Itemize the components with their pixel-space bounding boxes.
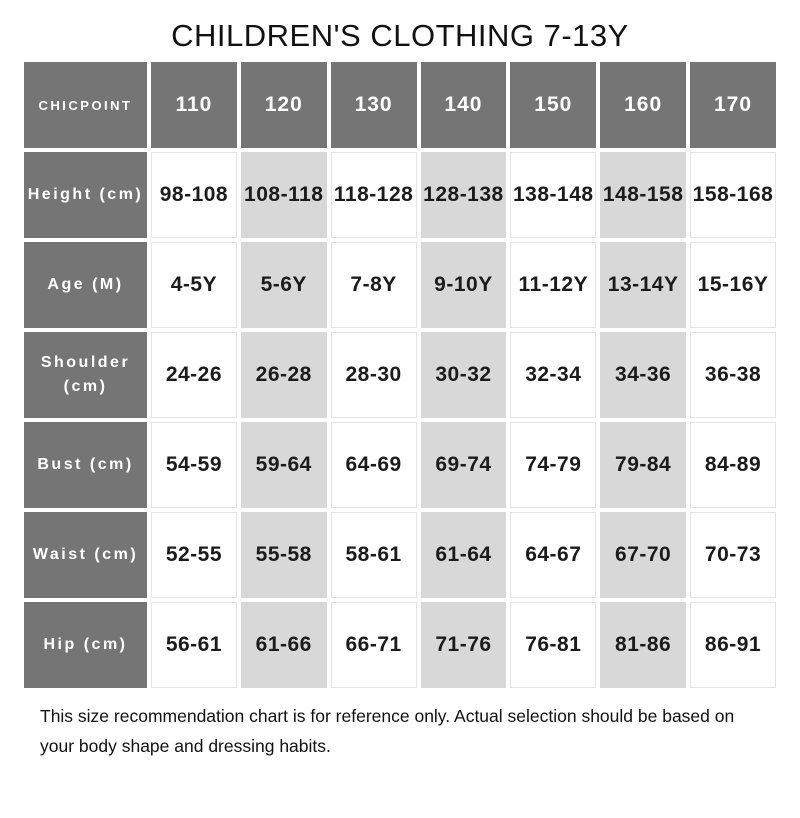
- measurement-cell: 54-59: [151, 422, 237, 508]
- size-column-header-120: 120: [240, 62, 327, 148]
- size-chart-body: Height (cm) 98-108 108-118 118-128 128-138 13…: [24, 152, 776, 688]
- measurement-row: Shoulder (cm) 24-26 26-28 28-30 30-32 32-34 34…: [24, 332, 776, 418]
- measurement-cell: 52-55: [151, 512, 237, 598]
- measurement-cell: 59-64: [240, 422, 327, 508]
- row-label-cell: Bust (cm): [24, 422, 147, 508]
- page-title: CHILDREN'S CLOTHING 7-13Y: [171, 18, 629, 53]
- measurement-cell: 67-70: [600, 512, 687, 598]
- measurement-cell: 7-8Y: [330, 242, 417, 328]
- measurement-row: Age (M) 4-5Y 5-6Y 7-8Y 9-10Y 11-12Y 13-14Y 15-1…: [24, 242, 776, 328]
- measurement-cell: 26-28: [240, 332, 327, 418]
- measurement-cell: 4-5Y: [151, 242, 237, 328]
- measurement-cell: 138-148: [510, 152, 597, 238]
- measurement-cell: 108-118: [240, 152, 327, 238]
- measurement-cell: 56-61: [151, 602, 237, 688]
- measurement-cell: 118-128: [330, 152, 417, 238]
- measurement-cell: 158-168: [690, 152, 776, 238]
- measurement-cell: 32-34: [510, 332, 597, 418]
- size-column-header-140: 140: [420, 62, 507, 148]
- measurement-cell: 34-36: [600, 332, 687, 418]
- measurement-cell: 84-89: [690, 422, 776, 508]
- measurement-cell: 58-61: [330, 512, 417, 598]
- measurement-cell: 66-71: [330, 602, 417, 688]
- measurement-row: Height (cm) 98-108 108-118 118-128 128-138 13…: [24, 152, 776, 238]
- measurement-cell: 70-73: [690, 512, 776, 598]
- measurement-cell: 74-79: [510, 422, 597, 508]
- measurement-cell: 69-74: [420, 422, 507, 508]
- measurement-cell: 61-64: [420, 512, 507, 598]
- row-label-cell: Shoulder (cm): [24, 332, 147, 418]
- measurement-cell: 64-67: [510, 512, 597, 598]
- measurement-cell: 9-10Y: [420, 242, 507, 328]
- size-chart-table: CHICPOINT 110 120 130 140 150 160 170 Height (…: [20, 58, 780, 692]
- row-label-cell: Waist (cm): [24, 512, 147, 598]
- row-label-cell: Hip (cm): [24, 602, 147, 688]
- size-chart-header-row: CHICPOINT 110 120 130 140 150 160 170: [24, 62, 776, 148]
- measurement-row: Bust (cm) 54-59 59-64 64-69 69-74 74-79 79-84 8…: [24, 422, 776, 508]
- row-label-cell: Height (cm): [24, 152, 147, 238]
- size-column-header-110: 110: [151, 62, 237, 148]
- measurement-cell: 71-76: [420, 602, 507, 688]
- measurement-cell: 13-14Y: [600, 242, 687, 328]
- size-column-header-150: 150: [510, 62, 597, 148]
- measurement-cell: 86-91: [690, 602, 776, 688]
- measurement-cell: 24-26: [151, 332, 237, 418]
- measurement-cell: 98-108: [151, 152, 237, 238]
- measurement-cell: 15-16Y: [690, 242, 776, 328]
- brand-corner-cell: CHICPOINT: [24, 62, 147, 148]
- measurement-cell: 30-32: [420, 332, 507, 418]
- measurement-cell: 76-81: [510, 602, 597, 688]
- measurement-row: Waist (cm) 52-55 55-58 58-61 61-64 64-67 67-70…: [24, 512, 776, 598]
- measurement-cell: 55-58: [240, 512, 327, 598]
- measurement-cell: 36-38: [690, 332, 776, 418]
- measurement-cell: 28-30: [330, 332, 417, 418]
- size-column-header-160: 160: [600, 62, 687, 148]
- measurement-cell: 79-84: [600, 422, 687, 508]
- measurement-cell: 61-66: [240, 602, 327, 688]
- size-column-header-130: 130: [330, 62, 417, 148]
- measurement-cell: 11-12Y: [510, 242, 597, 328]
- measurement-cell: 5-6Y: [240, 242, 327, 328]
- measurement-cell: 81-86: [600, 602, 687, 688]
- measurement-cell: 64-69: [330, 422, 417, 508]
- measurement-cell: 128-138: [420, 152, 507, 238]
- measurement-cell: 148-158: [600, 152, 687, 238]
- size-column-header-170: 170: [690, 62, 776, 148]
- measurement-row: Hip (cm) 56-61 61-66 66-71 71-76 76-81 81-86 86…: [24, 602, 776, 688]
- row-label-cell: Age (M): [24, 242, 147, 328]
- footer-disclaimer: This size recommendation chart is for re…: [40, 706, 735, 756]
